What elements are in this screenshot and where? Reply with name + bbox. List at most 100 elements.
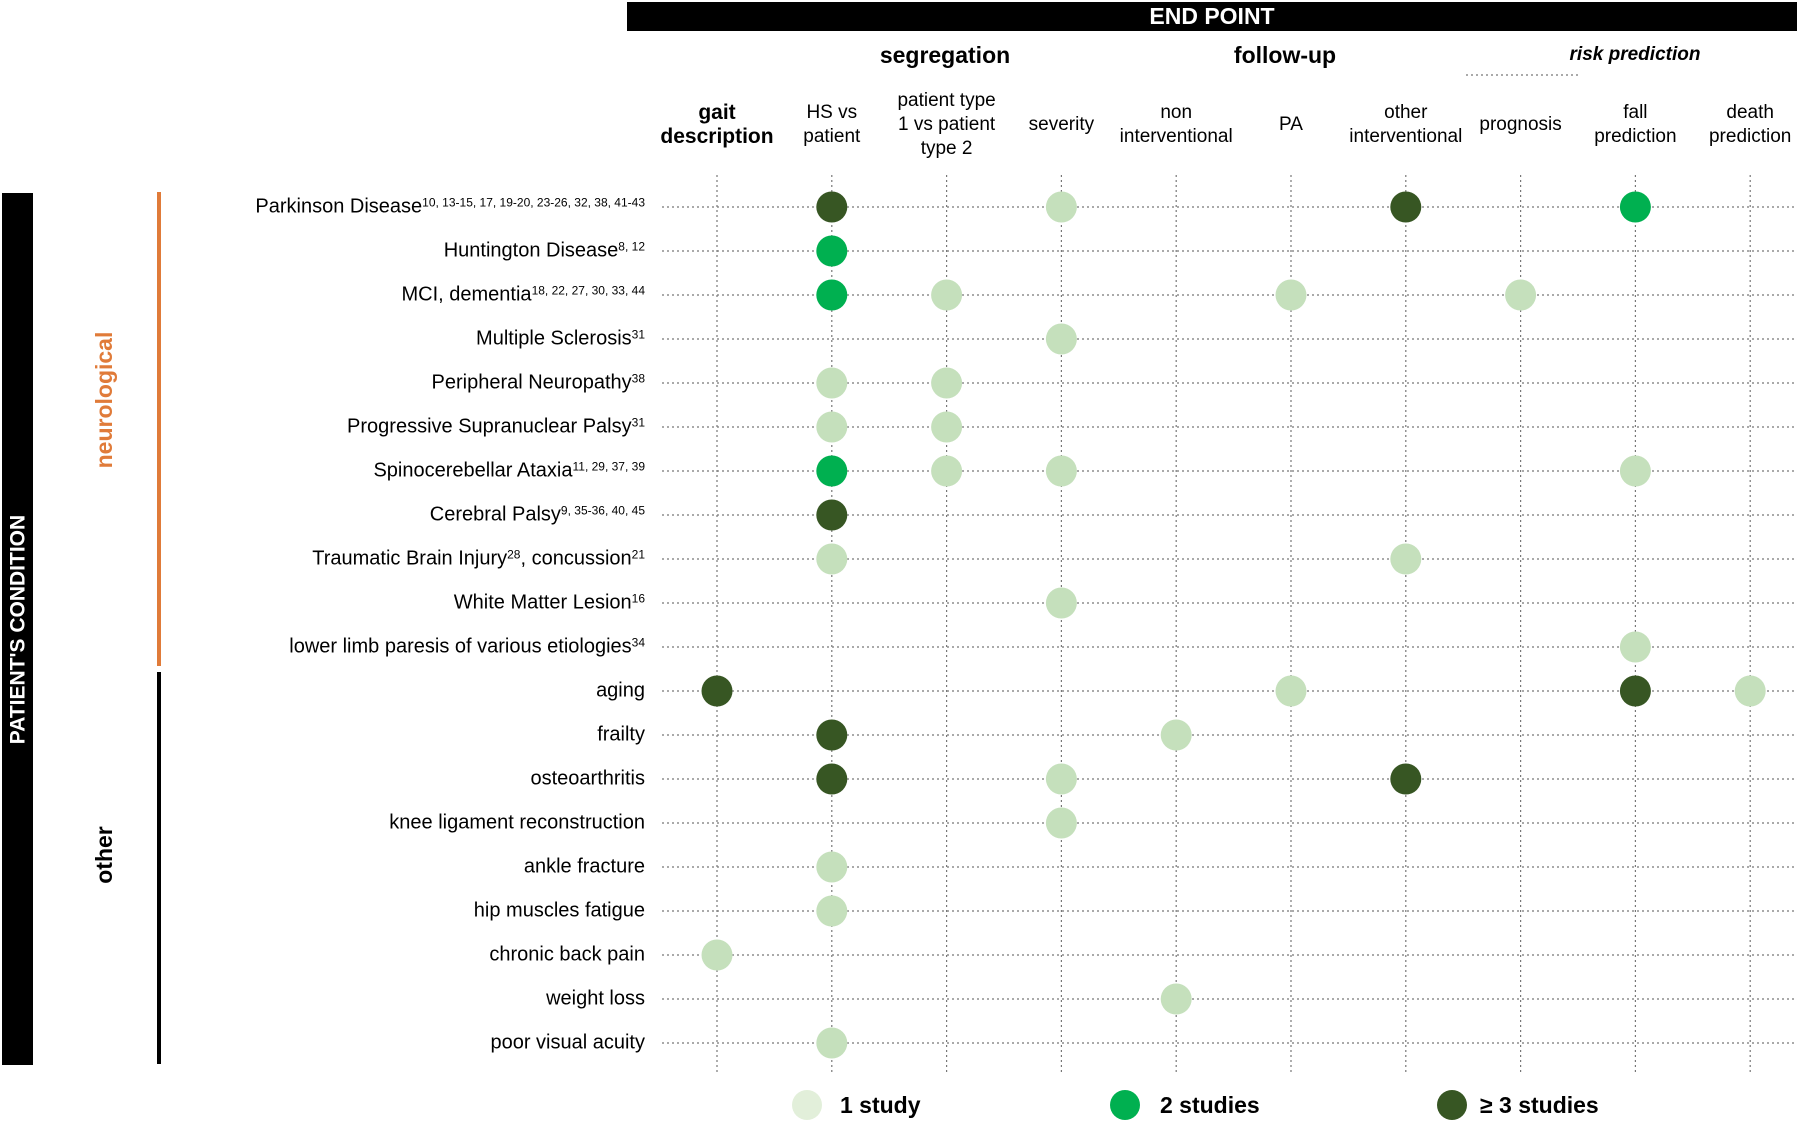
row-label: chronic back pain [489,944,645,967]
row-label-reference: 28 [507,547,521,562]
row-label-reference: 38 [631,371,645,386]
row-label-text: Parkinson Disease [255,195,423,218]
study-bubble [816,235,848,267]
column-header-line: death [1726,102,1774,123]
row-label: Huntington Disease8, 12 [444,240,645,263]
legend-dot-3-studies [1437,1090,1467,1120]
row-label: Spinocerebellar Ataxia11, 29, 37, 39 [373,460,645,483]
column-header-line: non [1160,102,1193,123]
column-header-line: patient [803,126,861,147]
study-bubble [1045,587,1077,619]
study-bubble [1734,675,1766,707]
row-label-reference: 9, 35-36, 40, 45 [560,503,645,518]
group-segregation: segregation [879,42,1011,68]
row-label: ankle fracture [524,856,645,879]
category-other: other [91,826,117,884]
study-bubble [931,279,963,311]
row-label-reference: 8, 12 [618,239,645,254]
row-label: osteoarthritis [531,768,646,791]
column-header-8: fall prediction [1575,90,1695,160]
study-bubble [816,719,848,751]
row-label-text: Huntington Disease [443,239,619,262]
study-bubble [816,279,848,311]
study-bubble [816,895,848,927]
row-label-text: Progressive Supranuclear Palsy [347,415,632,438]
legend-dot-2-studies [1110,1090,1140,1120]
column-header-line: severity [1028,114,1095,135]
neurological-bracket [157,192,161,666]
row-label: Multiple Sclerosis31 [476,328,645,351]
column-header-line: prognosis [1479,114,1562,135]
study-bubble [816,191,848,223]
legend-dot-1-study [792,1090,822,1120]
row-label: hip muscles fatigue [474,900,645,923]
group-follow-up: follow-up [1233,42,1337,68]
column-header-line: interventional [1349,126,1463,147]
study-bubble [816,367,848,399]
legend-label-3-studies: ≥ 3 studies [1480,1092,1599,1118]
column-header-line: PA [1279,114,1303,135]
column-header-line: prediction [1594,126,1677,147]
study-bubble [1275,675,1307,707]
row-label-reference: 34 [631,635,645,650]
column-header-line: prediction [1708,126,1792,147]
column-header-4: non interventional [1116,90,1236,160]
row-label-text: knee ligament reconstruction [389,811,645,834]
row-label-reference: 11, 29, 37, 39 [572,459,645,474]
legend-label-1-study: 1 study [840,1092,921,1118]
column-header-6: other interventional [1346,90,1466,160]
row-label-text: lower limb paresis of various etiologies [289,635,632,658]
row-label: MCI, dementia18, 22, 27, 30, 33, 44 [402,284,646,307]
column-header-2: patient type 1 vs patient type 2 [887,90,1007,160]
study-bubble [816,499,848,531]
column-header-line: HS vs [806,102,858,123]
column-header-9: death prediction [1690,90,1800,160]
row-label-text: frailty [597,723,645,746]
row-label-text: osteoarthritis [530,767,646,790]
column-header-line: description [660,125,774,148]
row-label-text: Peripheral Neuropathy [431,371,632,394]
study-bubble [1619,675,1651,707]
row-label-text: Multiple Sclerosis [476,327,632,350]
row-label-reference: 10, 13-15, 17, 19-20, 23-26, 32, 38, 41-… [422,195,645,210]
row-label-text: , concussion [520,547,632,570]
study-bubble [816,455,848,487]
study-bubble [1505,279,1537,311]
row-label: Peripheral Neuropathy38 [432,372,645,395]
study-bubble [816,851,848,883]
row-label: lower limb paresis of various etiologies… [289,636,645,659]
column-header-1: HS vs patient [772,90,892,160]
study-bubble [701,675,733,707]
row-label: knee ligament reconstruction [389,812,645,835]
group-risk-prediction: risk prediction [1569,44,1701,65]
row-label-reference: 31 [631,327,645,342]
study-bubble [931,455,963,487]
row-label: weight loss [546,988,645,1011]
end-point-header: END POINT [627,2,1797,31]
column-header-0: gait description [657,90,777,160]
category-neurological: neurological [91,331,117,469]
row-label: poor visual acuity [490,1032,645,1055]
column-header-line: type 2 [920,138,973,159]
study-bubble [816,1027,848,1059]
study-bubble [816,411,848,443]
row-label: frailty [597,724,645,747]
study-bubble [701,939,733,971]
study-bubble [1619,191,1651,223]
study-bubble [1045,191,1077,223]
other-bracket [157,672,161,1064]
column-header-5: PA [1231,90,1351,160]
row-label: White Matter Lesion16 [454,592,645,615]
row-label-text: Traumatic Brain Injury [312,547,508,570]
study-bubble [1160,983,1192,1015]
study-bubble [816,763,848,795]
column-header-line: gait [698,101,736,124]
study-bubble [1619,631,1651,663]
row-label-reference: 31 [631,415,645,430]
row-label: Cerebral Palsy9, 35-36, 40, 45 [430,504,645,527]
study-bubble [1045,763,1077,795]
row-label-text: Cerebral Palsy [429,503,561,526]
study-bubble [1160,719,1192,751]
row-label-reference: 21 [631,547,645,562]
